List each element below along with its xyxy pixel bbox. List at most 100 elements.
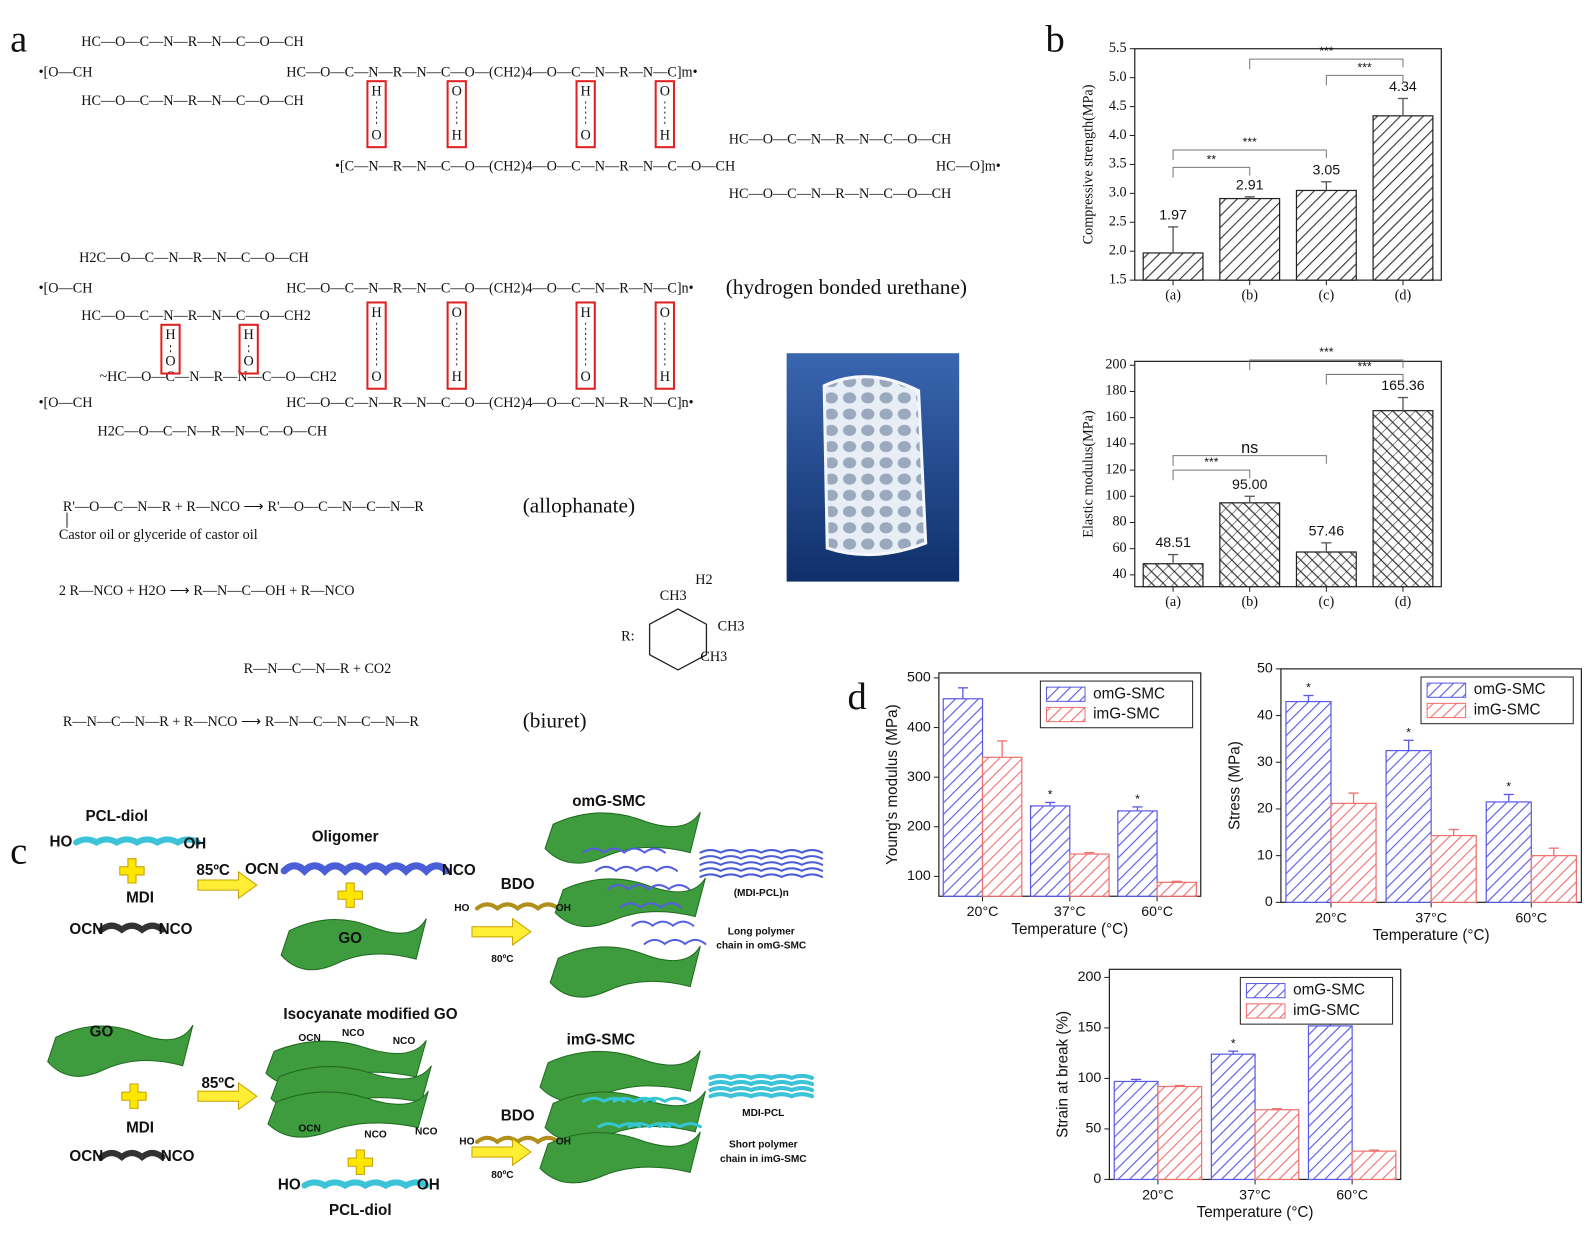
scheme-label: NCO	[415, 1126, 438, 1137]
x-tick-label: 20°C	[1315, 910, 1347, 926]
chain	[73, 836, 201, 847]
comparison-bracket	[1325, 373, 1404, 385]
hbond-box	[575, 301, 596, 390]
scheme-label: OH	[556, 1137, 571, 1148]
panel-label: b	[1045, 18, 1064, 60]
bar	[1029, 805, 1071, 897]
chem-row: •[O—CH	[39, 395, 93, 411]
hbond-atom: O	[581, 369, 591, 385]
y-tick-label: 100	[1078, 1070, 1102, 1086]
y-axis-label: Strain at break (%)	[1055, 1011, 1072, 1138]
bar	[1330, 802, 1377, 903]
significance: *	[1231, 1036, 1236, 1050]
x-tick-label: 20°C	[1142, 1187, 1174, 1203]
x-tick-label: (c)	[1318, 288, 1334, 304]
y-tick-label: 150	[1078, 1020, 1102, 1036]
x-tick-label: (b)	[1241, 288, 1258, 304]
hbond-atom: H	[660, 127, 670, 143]
legend-label: omG-SMC	[1474, 681, 1546, 698]
bar	[1485, 801, 1532, 903]
y-axis-label: Elastic modulus(MPa)	[1080, 410, 1096, 538]
chain	[708, 1079, 815, 1087]
scheme-label: NCO	[364, 1129, 387, 1140]
chain	[643, 1096, 687, 1104]
legend-swatch	[1045, 686, 1086, 702]
legend-label: imG-SMC	[1474, 702, 1541, 719]
note: Castor oil or glyceride of castor oil	[59, 527, 258, 543]
chem-row: HC—O—C—N—R—N—C—O—CH	[729, 131, 952, 147]
chem-row: R—N—C—N—R + CO2	[244, 661, 392, 677]
y-tick-label: 120	[1105, 461, 1126, 477]
chain	[699, 861, 824, 866]
y-tick-label: 300	[907, 769, 931, 785]
chain	[98, 1150, 166, 1161]
value-label: 57.46	[1309, 523, 1345, 539]
panel-label: a	[10, 18, 27, 60]
chain	[619, 902, 683, 909]
y-tick-label: 1.5	[1109, 271, 1127, 287]
x-tick-label: (a)	[1165, 288, 1181, 304]
chain	[475, 1135, 561, 1145]
scheme-label: OH	[417, 1177, 440, 1194]
bar	[1113, 1080, 1159, 1181]
x-tick-label: (b)	[1241, 594, 1258, 610]
value-label: 165.36	[1381, 378, 1425, 394]
y-tick-label: 5.0	[1109, 69, 1127, 85]
legend-label: omG-SMC	[1293, 982, 1365, 999]
bar	[1156, 881, 1197, 897]
comparison-bracket	[1172, 166, 1251, 178]
scheme-label: BDO	[501, 876, 535, 893]
chain	[699, 867, 824, 873]
x-tick-label: 60°C	[1141, 904, 1173, 920]
chain	[643, 938, 707, 946]
hbond-atom: H	[371, 305, 381, 321]
y-tick-label: 50	[1085, 1121, 1101, 1137]
x-tick-label: (d)	[1395, 594, 1412, 610]
hbond-atom: H	[165, 327, 175, 343]
bar	[1142, 252, 1204, 281]
scheme-label: HO	[454, 903, 469, 914]
x-tick-label: (d)	[1395, 288, 1412, 304]
scheme-label: 80ºC	[491, 1170, 514, 1181]
x-tick-label: 60°C	[1515, 910, 1547, 926]
panel-label: d	[848, 676, 867, 718]
hbond-atom: H	[452, 127, 462, 143]
bar	[1117, 810, 1158, 897]
y-tick-label: 3.0	[1109, 185, 1127, 201]
chem-row: HC—O—C—N—R—N—C—O—CH	[729, 186, 952, 202]
scheme-label: NCO	[442, 862, 476, 879]
scheme-label: OCN	[298, 1123, 320, 1134]
bar	[1307, 1025, 1353, 1181]
hbond-box	[366, 301, 387, 390]
r-group: CH3	[718, 619, 745, 635]
comparison-label: ***	[1319, 44, 1333, 58]
value-label: 2.91	[1236, 177, 1264, 193]
hbond-atom: O	[660, 84, 670, 100]
comparison-label: ***	[1358, 60, 1372, 74]
value-label: 4.34	[1389, 79, 1417, 95]
hbond-box	[575, 80, 596, 149]
bar	[1372, 115, 1434, 281]
chem-row: HC—O—C—N—R—N—C—O—(CH2)4—O—C—N—R—N—C]n•	[286, 395, 693, 411]
plot-frame	[1134, 360, 1442, 588]
x-tick-label: (c)	[1318, 594, 1334, 610]
y-tick-label: 2.0	[1109, 242, 1127, 258]
go-sheet	[280, 918, 427, 971]
scheme-label: MDI-PCL	[742, 1108, 784, 1119]
hbond-atom: H	[581, 305, 591, 321]
y-tick-label: 0	[1093, 1171, 1101, 1187]
hbond-atom: O	[244, 354, 254, 370]
scheme-label: (MDI-PCL)n	[734, 888, 789, 899]
x-tick-label: 37°C	[1054, 904, 1086, 920]
chain	[699, 873, 824, 879]
chain	[301, 1179, 430, 1190]
y-tick-label: 50	[1257, 661, 1273, 677]
scheme-label: 80ºC	[491, 954, 514, 965]
significance: *	[1406, 725, 1411, 739]
comparison-label: ns	[1241, 439, 1258, 457]
scheme-label: imG-SMC	[567, 1031, 635, 1048]
comparison-bracket	[1249, 359, 1404, 371]
go-sheet	[539, 1131, 701, 1184]
x-axis-label: Temperature (°C)	[1011, 921, 1128, 938]
